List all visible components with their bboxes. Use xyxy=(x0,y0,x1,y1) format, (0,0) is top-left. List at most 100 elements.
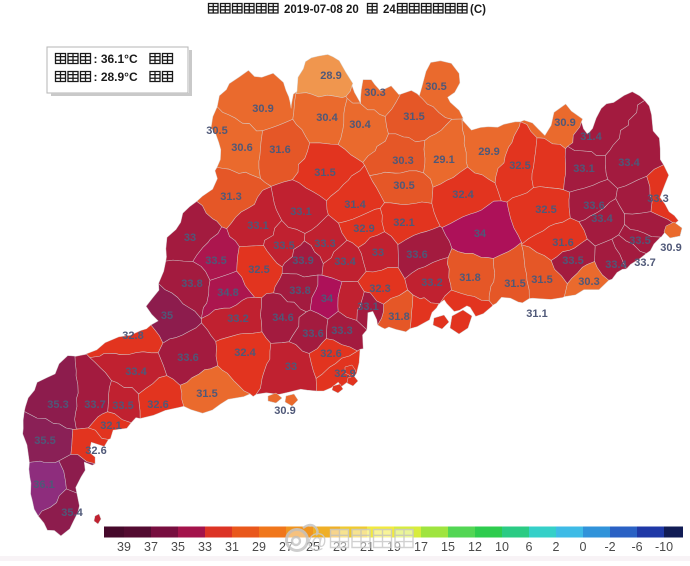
svg-text:2019-07-08 20: 2019-07-08 20 xyxy=(284,4,359,16)
svg-text:33: 33 xyxy=(184,232,196,244)
svg-text:32.3: 32.3 xyxy=(369,283,390,295)
svg-text:31.3: 31.3 xyxy=(220,191,241,203)
svg-text:19: 19 xyxy=(387,540,401,554)
svg-text:32.5: 32.5 xyxy=(248,264,269,276)
svg-text:33.4: 33.4 xyxy=(591,213,613,225)
svg-text:35.4: 35.4 xyxy=(61,507,83,519)
svg-text:33.5: 33.5 xyxy=(629,235,650,247)
svg-text:31.8: 31.8 xyxy=(388,311,409,323)
svg-text:17: 17 xyxy=(414,540,428,554)
svg-text:33.6: 33.6 xyxy=(406,249,427,261)
svg-text:35.3: 35.3 xyxy=(47,399,68,411)
svg-text:33.6: 33.6 xyxy=(177,352,198,364)
svg-text:33.9: 33.9 xyxy=(292,255,313,267)
svg-text:-6: -6 xyxy=(631,540,642,554)
svg-text:33.6: 33.6 xyxy=(583,200,604,212)
svg-text:33.5: 33.5 xyxy=(205,255,226,267)
svg-text:33.2: 33.2 xyxy=(227,313,248,325)
svg-text:33.5: 33.5 xyxy=(562,255,583,267)
svg-text:35: 35 xyxy=(171,540,185,554)
svg-text:32.8: 32.8 xyxy=(122,330,143,342)
svg-text:32.1: 32.1 xyxy=(393,217,414,229)
svg-text:33.5: 33.5 xyxy=(112,400,133,412)
svg-text:36.1: 36.1 xyxy=(33,479,54,491)
svg-text:: 36.1°C: : 36.1°C xyxy=(94,52,138,66)
svg-text:30.6: 30.6 xyxy=(231,142,252,154)
svg-text:32.6: 32.6 xyxy=(147,399,168,411)
svg-text:: 28.9°C: : 28.9°C xyxy=(94,70,138,84)
svg-text:32.9: 32.9 xyxy=(334,368,355,380)
svg-text:(C): (C) xyxy=(470,4,486,16)
svg-text:10: 10 xyxy=(495,540,509,554)
svg-text:2: 2 xyxy=(553,540,560,554)
svg-text:31.5: 31.5 xyxy=(504,278,525,290)
svg-text:32.4: 32.4 xyxy=(452,189,474,201)
svg-text:30.4: 30.4 xyxy=(316,112,338,124)
svg-text:31.6: 31.6 xyxy=(552,237,573,249)
svg-text:33: 33 xyxy=(372,247,384,259)
svg-text:12: 12 xyxy=(468,540,482,554)
svg-text:33.4: 33.4 xyxy=(618,157,640,169)
svg-text:32.6: 32.6 xyxy=(85,445,106,457)
svg-text:15: 15 xyxy=(441,540,455,554)
svg-text:29.9: 29.9 xyxy=(478,146,499,158)
svg-text:30.3: 30.3 xyxy=(364,87,385,99)
svg-text:33.4: 33.4 xyxy=(605,259,627,271)
svg-text:@: @ xyxy=(307,531,327,553)
svg-text:33.3: 33.3 xyxy=(314,238,335,250)
svg-text:30.3: 30.3 xyxy=(578,276,599,288)
svg-text:30.9: 30.9 xyxy=(554,117,575,129)
svg-text:31.5: 31.5 xyxy=(314,167,335,179)
svg-text:30.9: 30.9 xyxy=(252,103,273,115)
svg-text:30.5: 30.5 xyxy=(393,180,414,192)
svg-text:33.6: 33.6 xyxy=(302,328,323,340)
svg-text:33.2: 33.2 xyxy=(421,277,442,289)
svg-text:31.4: 31.4 xyxy=(344,199,366,211)
svg-text:33.5: 33.5 xyxy=(273,240,294,252)
svg-text:32.6: 32.6 xyxy=(320,348,341,360)
svg-text:30.9: 30.9 xyxy=(660,242,681,254)
svg-text:25: 25 xyxy=(306,540,320,554)
svg-text:35.5: 35.5 xyxy=(34,435,55,447)
svg-text:-10: -10 xyxy=(655,540,673,554)
svg-text:33.7: 33.7 xyxy=(84,399,105,411)
svg-text:33.1: 33.1 xyxy=(357,301,378,313)
svg-text:33.1: 33.1 xyxy=(573,163,594,175)
svg-text:31.4: 31.4 xyxy=(580,131,602,143)
svg-text:32.5: 32.5 xyxy=(535,204,556,216)
svg-text:34.8: 34.8 xyxy=(217,287,238,299)
svg-text:31.5: 31.5 xyxy=(531,274,552,286)
svg-text:32.9: 32.9 xyxy=(353,223,374,235)
svg-text:33.8: 33.8 xyxy=(181,278,202,290)
svg-text:33.1: 33.1 xyxy=(290,206,311,218)
svg-text:31.6: 31.6 xyxy=(269,144,290,156)
svg-text:33.3: 33.3 xyxy=(647,193,668,205)
svg-text:33: 33 xyxy=(285,361,297,373)
svg-text:32.1: 32.1 xyxy=(100,420,121,432)
svg-text:0: 0 xyxy=(580,540,587,554)
svg-text:30.4: 30.4 xyxy=(349,119,371,131)
svg-text:30.5: 30.5 xyxy=(206,125,227,137)
svg-text:30.5: 30.5 xyxy=(425,81,446,93)
svg-text:6: 6 xyxy=(526,540,533,554)
svg-text:34: 34 xyxy=(321,293,334,305)
svg-text:31.5: 31.5 xyxy=(403,111,424,123)
svg-text:33.7: 33.7 xyxy=(634,257,655,269)
svg-text:31: 31 xyxy=(225,540,239,554)
svg-text:29.1: 29.1 xyxy=(433,154,454,166)
svg-text:33.3: 33.3 xyxy=(331,325,352,337)
svg-text:33.4: 33.4 xyxy=(125,366,147,378)
svg-text:31.5: 31.5 xyxy=(196,388,217,400)
svg-text:35: 35 xyxy=(161,310,173,322)
svg-text:39: 39 xyxy=(117,540,131,554)
svg-text:30.9: 30.9 xyxy=(274,405,295,417)
svg-text:32.5: 32.5 xyxy=(509,160,530,172)
svg-text:30.3: 30.3 xyxy=(392,155,413,167)
svg-text:33.8: 33.8 xyxy=(289,285,310,297)
svg-text:33.1: 33.1 xyxy=(247,220,268,232)
svg-text:31.8: 31.8 xyxy=(459,272,480,284)
svg-text:27: 27 xyxy=(279,540,293,554)
svg-text:33.4: 33.4 xyxy=(334,256,356,268)
svg-text:32.4: 32.4 xyxy=(234,347,256,359)
svg-text:-2: -2 xyxy=(604,540,615,554)
